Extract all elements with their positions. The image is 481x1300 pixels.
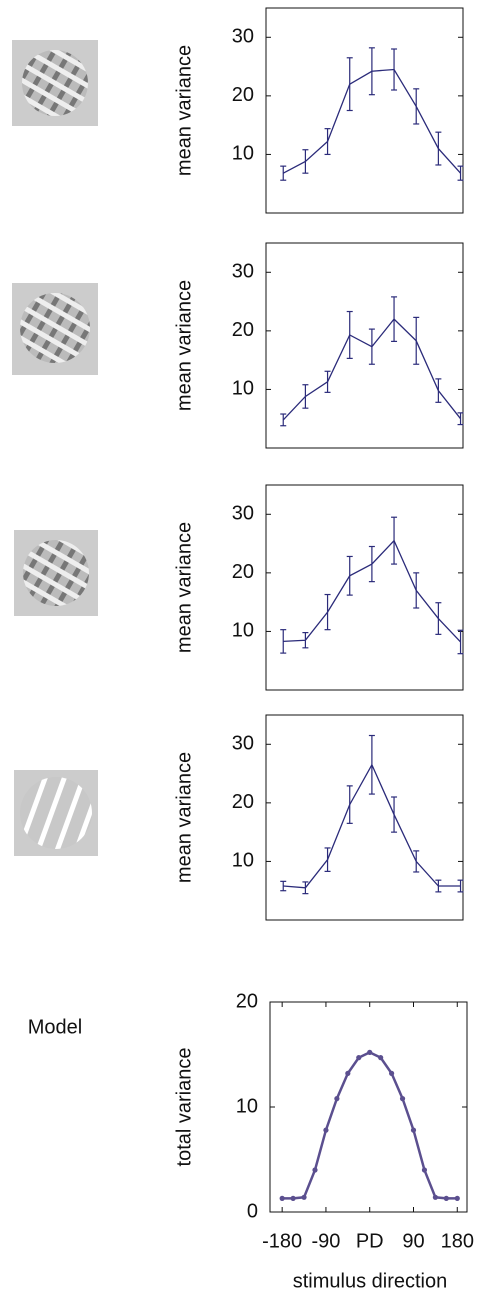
point [432,1194,438,1200]
stimulus-icons [12,40,98,856]
annotation: Model [28,1016,82,1038]
x-axis-label: stimulus direction [293,1270,448,1292]
error-bar [435,378,442,403]
error-bar [413,572,420,609]
error-bar [413,850,420,873]
y-tick-label: 20 [232,319,254,341]
point [454,1195,460,1201]
error-bar [280,629,287,654]
y-tick-label: 30 [232,733,254,755]
error-bar [391,296,398,342]
point [334,1096,340,1102]
error-bar [346,785,353,824]
error-bar [324,128,331,156]
plot-frame [265,714,464,921]
y-axis-label: mean variance [173,280,195,411]
y-tick-label: 30 [232,26,254,48]
y-tick-label: 10 [236,1095,258,1117]
y-tick-label: 10 [232,143,254,165]
point [367,1049,373,1055]
y-tick-label: 10 [232,850,254,872]
point [279,1195,285,1201]
error-bar [457,879,464,893]
error-bar [346,555,353,596]
y-tick-label: 10 [232,620,254,642]
error-bar [391,516,398,565]
error-bar [346,310,353,359]
point [301,1194,307,1200]
plot-frame [265,242,464,449]
error-bar [457,629,464,655]
error-bar [280,880,287,892]
y-axis-label: mean variance [173,752,195,883]
point [312,1167,318,1173]
x-tick-label: 90 [402,1230,424,1252]
error-bar [324,370,331,393]
y-tick-label: 20 [232,561,254,583]
x-tick-label: -180 [262,1230,302,1252]
error-bar [324,593,331,631]
plot-frame [265,484,464,691]
y-tick-label: 30 [232,261,254,283]
error-bar [435,879,442,893]
point [389,1070,395,1076]
point [410,1127,417,1133]
error-bar [302,631,309,649]
point [421,1167,428,1173]
error-bar [324,847,331,872]
y-tick-label: 30 [232,503,254,525]
x-tick-label: -90 [311,1230,340,1252]
error-bar [302,384,309,409]
error-bar [435,602,442,635]
point [443,1195,449,1201]
point [290,1195,296,1201]
error-bar [391,796,398,833]
error-bar [368,734,375,795]
error-bar [280,165,287,181]
point [345,1070,351,1076]
x-tick-label: PD [356,1230,384,1252]
y-tick-label: 20 [236,990,258,1012]
point [378,1055,384,1061]
y-tick-label: 0 [247,1200,258,1222]
y-tick-label: 10 [232,378,254,400]
error-bar [368,328,375,365]
plot-frame [265,7,464,214]
point [399,1096,406,1102]
error-bar [346,57,353,112]
error-bar [391,48,398,91]
error-bar [302,881,309,895]
error-bar [368,545,375,583]
data-line [282,1051,458,1200]
error-bar [302,149,309,174]
y-axis-label: mean variance [173,45,195,176]
error-bar [457,165,464,181]
error-bar [413,316,420,365]
point [323,1127,329,1133]
error-bar [457,412,464,426]
plot-frame [269,1001,468,1213]
y-tick-label: 20 [232,84,254,106]
y-tick-label: 20 [232,791,254,813]
error-bar [435,131,442,166]
y-axis-label: mean variance [173,522,195,653]
error-bar [368,47,375,96]
point [356,1055,362,1061]
error-bar [280,413,287,427]
y-axis-label: total variance [173,1048,195,1167]
error-bar [413,88,420,125]
x-tick-label: 180 [441,1230,474,1252]
